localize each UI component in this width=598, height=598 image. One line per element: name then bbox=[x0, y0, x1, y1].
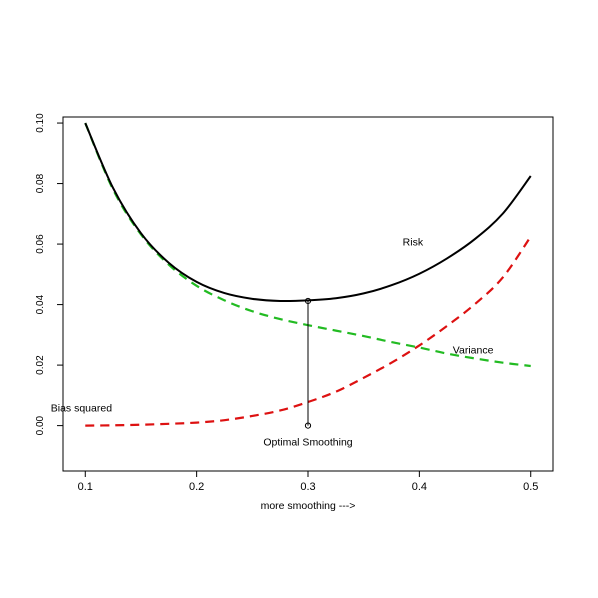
x-tick-label: 0.5 bbox=[523, 481, 538, 493]
x-tick-label: 0.1 bbox=[78, 481, 93, 493]
x-axis-label: more smoothing ---> bbox=[261, 500, 356, 512]
annotation-optimal-smoothing: Optimal Smoothing bbox=[263, 436, 352, 448]
series-line-risk bbox=[84, 122, 532, 303]
x-tick-label: 0.4 bbox=[412, 481, 427, 493]
annotation-bias-squared: Bias squared bbox=[51, 402, 112, 414]
y-tick-label: 0.10 bbox=[35, 113, 46, 133]
x-tick-label: 0.3 bbox=[300, 481, 315, 493]
y-tick-label: 0.02 bbox=[35, 355, 46, 375]
annotation-risk: Risk bbox=[403, 237, 424, 249]
x-axis: 0.1 0.2 0.3 0.4 0.5 bbox=[78, 471, 538, 493]
y-tick-label: 0.00 bbox=[35, 415, 46, 435]
y-tick-label: 0.06 bbox=[35, 234, 46, 254]
y-tick-label: 0.04 bbox=[35, 294, 46, 314]
optimal-point-bottom bbox=[304, 422, 312, 429]
annotation-variance: Variance bbox=[453, 345, 494, 357]
optimal-point-top bbox=[304, 297, 312, 305]
optimal-layer bbox=[304, 297, 312, 429]
y-axis: 0.00 0.02 0.04 0.06 0.08 0.10 bbox=[35, 113, 63, 435]
y-tick-label: 0.08 bbox=[35, 173, 46, 193]
annotation-layer: Risk Variance Bias squared Optimal Smoothin… bbox=[51, 237, 494, 449]
x-tick-label: 0.2 bbox=[189, 481, 204, 493]
